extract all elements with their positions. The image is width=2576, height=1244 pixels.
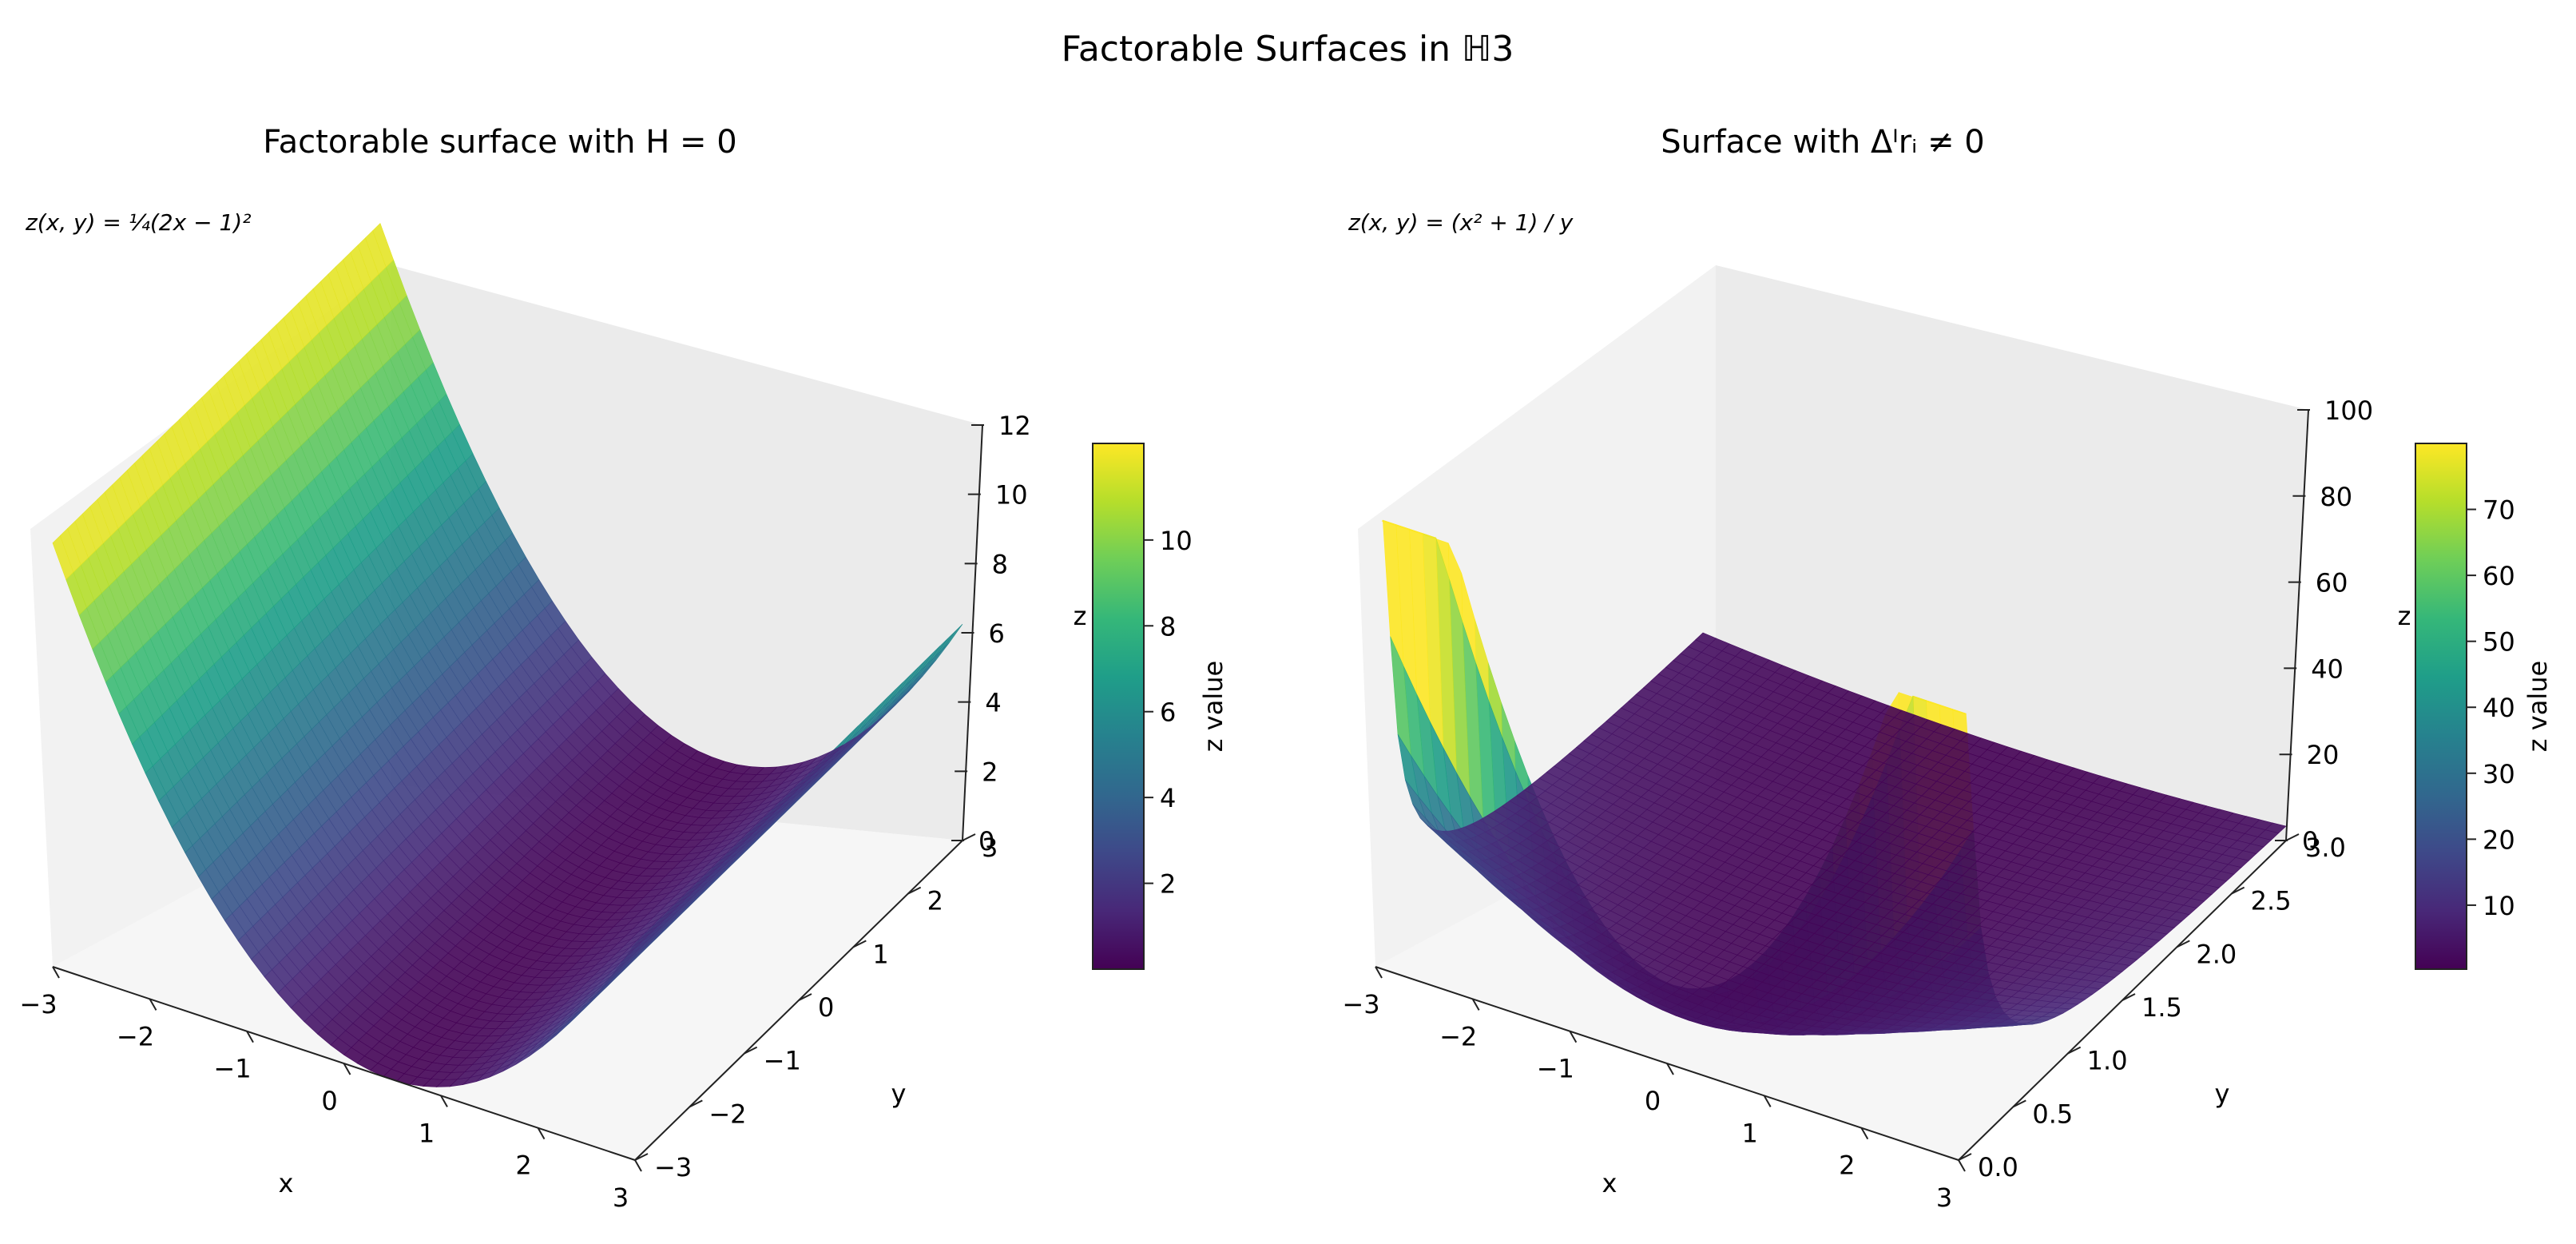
colorbar-tick-label: 20: [2483, 825, 2515, 855]
colorbar-tick-label: 2: [1160, 869, 1176, 900]
z-tick-label: 8: [992, 549, 1008, 579]
x-tick-mark: [1958, 1159, 1966, 1172]
colorbar-label: z value: [1198, 661, 1228, 752]
x-tick-mark: [634, 1159, 642, 1172]
colorbar-tick-label: 60: [2483, 561, 2515, 591]
x-tick-label: 3: [1936, 1182, 1952, 1213]
left-x-axis-label: x: [279, 1168, 294, 1198]
right-x-axis-label: x: [1602, 1168, 1617, 1198]
x-tick-label: −2: [117, 1021, 154, 1051]
z-tick-label: 2: [982, 757, 998, 787]
x-tick-label: 3: [613, 1182, 629, 1213]
x-tick-mark: [440, 1095, 448, 1107]
colorbar-gradient: [2415, 443, 2467, 970]
z-tick-label: 10: [995, 480, 1028, 511]
z-tick-label: 100: [2324, 395, 2373, 426]
y-tick-mark: [744, 1046, 758, 1055]
right-plot-formula: z(x, y) = (x² + 1) / y: [1348, 209, 1574, 236]
z-tick-label: 80: [2320, 482, 2352, 512]
y-tick-label: 0.0: [1978, 1152, 2018, 1182]
y-tick-label: −1: [764, 1046, 801, 1076]
y-tick-label: 3: [982, 833, 998, 863]
y-tick-mark: [907, 886, 922, 895]
y-tick-label: 1.0: [2087, 1046, 2128, 1076]
colorbar-tick-label: 40: [2483, 693, 2515, 723]
colorbar-tick-label: 30: [2483, 759, 2515, 789]
y-tick-mark: [852, 940, 867, 948]
x-tick-mark: [52, 966, 60, 979]
colorbar-tick-label: 10: [2483, 891, 2515, 921]
right-y-axis-label: y: [2215, 1079, 2230, 1109]
right-colorbar: 10 20 30 40 50 60 70 z value: [2415, 443, 2553, 970]
right-surface-mesh: [1381, 519, 2287, 1035]
y-tick-label: −3: [654, 1152, 692, 1182]
x-tick-label: 0: [1645, 1086, 1661, 1116]
x-tick-label: 2: [515, 1151, 531, 1181]
z-tick-label: 6: [989, 618, 1005, 649]
figure-title: Factorable Surfaces in ℍ3: [1062, 29, 1514, 70]
right-plot-title: Surface with Δᴵrᵢ ≠ 0: [1661, 124, 1984, 161]
colorbar-label: z value: [2522, 661, 2553, 752]
z-tick-label: 20: [2307, 740, 2340, 770]
z-tick-label: 40: [2311, 654, 2344, 684]
x-tick-mark: [246, 1031, 254, 1043]
x-tick-mark: [149, 998, 157, 1011]
y-tick-label: 1.5: [2141, 992, 2182, 1023]
z-tick-label: 12: [998, 411, 1031, 441]
colorbar-tick-label: 10: [1160, 526, 1193, 556]
x-tick-mark: [343, 1063, 351, 1075]
x-tick-label: 0: [321, 1086, 337, 1116]
y-tick-mark: [634, 1153, 649, 1161]
right-surface-plot: Surface with Δᴵrᵢ ≠ 0 z(x, y) = (x² + 1)…: [1342, 124, 2553, 1213]
left-z-axis-label: z: [1074, 601, 1087, 631]
x-tick-label: 2: [1839, 1151, 1855, 1181]
y-tick-label: 0.5: [2032, 1099, 2073, 1129]
x-tick-mark: [537, 1127, 546, 1140]
z-tick-label: 0: [2302, 826, 2318, 856]
x-tick-label: −3: [19, 989, 57, 1019]
y-tick-mark: [2285, 833, 2300, 841]
x-tick-label: −1: [1537, 1054, 1574, 1084]
x-tick-label: 1: [1741, 1118, 1757, 1148]
left-y-axis-label: y: [891, 1079, 907, 1109]
left-plot-formula: z(x, y) = ¼(2x − 1)²: [25, 209, 251, 236]
y-tick-label: 2: [927, 886, 943, 916]
y-tick-label: 2.0: [2196, 939, 2237, 969]
y-tick-mark: [962, 833, 976, 841]
right-z-axis-label: z: [2398, 601, 2411, 631]
x-tick-label: −1: [213, 1054, 251, 1084]
y-tick-label: −2: [708, 1099, 746, 1129]
y-tick-label: 2.5: [2251, 886, 2292, 916]
x-tick-label: 1: [419, 1118, 435, 1148]
colorbar-tick-label: 50: [2483, 627, 2515, 658]
colorbar-tick-label: 8: [1160, 611, 1176, 642]
colorbar-gradient: [1092, 443, 1145, 970]
left-plot-title: Factorable surface with H = 0: [263, 124, 736, 161]
left-surface-plot: Factorable surface with H = 0 z(x, y) = …: [19, 124, 1228, 1213]
surface-patch: [372, 223, 394, 268]
colorbar-tick-label: 4: [1160, 783, 1176, 813]
z-tick-label: 60: [2316, 568, 2348, 598]
y-tick-mark: [798, 993, 812, 1001]
colorbar-tick-label: 70: [2483, 495, 2515, 526]
x-tick-label: −3: [1342, 989, 1379, 1019]
left-surface-mesh: [52, 223, 963, 1087]
y-tick-mark: [689, 1099, 703, 1108]
left-colorbar: 2 4 6 8 10 z value: [1092, 443, 1228, 970]
y-tick-label: 1: [872, 939, 888, 969]
colorbar-tick-label: 6: [1160, 698, 1176, 728]
z-tick-label: 4: [985, 688, 1001, 718]
x-tick-label: −2: [1439, 1021, 1477, 1051]
z-tick-label: 0: [978, 826, 994, 856]
y-tick-label: 0: [818, 992, 834, 1023]
